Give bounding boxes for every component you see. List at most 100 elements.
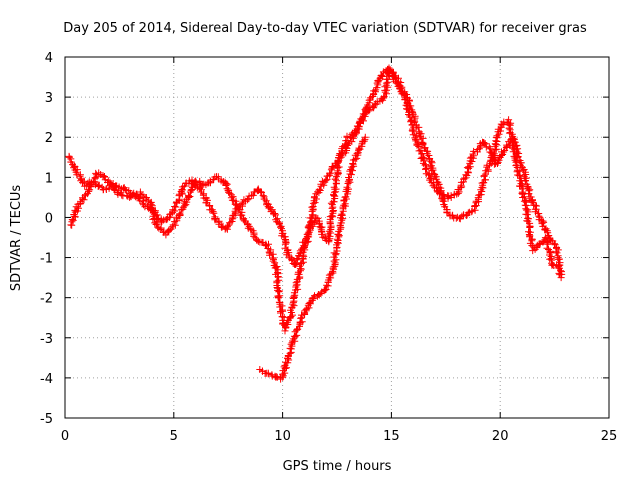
series-arc-3	[256, 133, 369, 383]
data-point	[331, 259, 339, 267]
data-point	[269, 257, 277, 265]
data-point	[169, 221, 177, 229]
data-point	[501, 147, 509, 154]
data-point	[254, 237, 262, 245]
y-tick-label: -4	[40, 372, 53, 387]
data-point	[318, 230, 326, 238]
data-point	[468, 153, 476, 161]
data-point	[551, 240, 558, 248]
data-point	[289, 300, 297, 308]
data-point	[334, 237, 342, 244]
data-point	[322, 286, 330, 293]
data-point	[121, 186, 129, 194]
data-point	[428, 159, 436, 167]
data-point	[268, 371, 276, 379]
data-point	[557, 274, 565, 282]
data-point	[192, 179, 200, 187]
data-point	[480, 172, 488, 180]
data-point	[520, 197, 528, 205]
data-point	[541, 234, 549, 242]
data-point	[481, 140, 489, 148]
data-point	[468, 207, 476, 215]
data-point	[298, 318, 306, 326]
data-point	[356, 118, 364, 126]
chart-title: Day 205 of 2014, Sidereal Day-to-day VTE…	[63, 21, 587, 36]
y-tick-label: -2	[40, 292, 53, 307]
data-point	[315, 185, 323, 193]
data-point	[352, 128, 360, 136]
x-tick-label: 5	[170, 429, 178, 444]
data-point	[258, 189, 265, 196]
data-point	[413, 123, 421, 131]
data-point	[460, 175, 468, 183]
data-point	[261, 195, 268, 203]
data-point	[287, 340, 295, 348]
data-point	[269, 254, 277, 262]
data-point	[378, 73, 386, 80]
y-tick-label: 0	[45, 211, 53, 226]
data-point	[171, 203, 179, 210]
data-point	[76, 172, 84, 180]
data-point	[158, 217, 166, 225]
data-point	[253, 236, 261, 244]
data-point	[320, 181, 328, 189]
data-point	[244, 196, 252, 204]
y-tick-label: -3	[40, 332, 53, 347]
data-point	[413, 141, 421, 149]
data-point	[79, 179, 86, 187]
data-point	[280, 313, 288, 321]
data-point	[341, 200, 349, 208]
data-point	[118, 191, 126, 199]
data-point	[323, 281, 331, 289]
x-tick-label: 20	[492, 429, 509, 444]
data-point	[425, 152, 433, 159]
data-point	[554, 255, 562, 263]
data-point	[292, 279, 300, 287]
data-point	[353, 149, 361, 157]
data-point	[365, 107, 373, 115]
data-point	[345, 174, 352, 181]
data-point	[527, 197, 535, 205]
data-point	[540, 218, 548, 226]
data-point	[302, 306, 310, 314]
data-point	[65, 153, 73, 161]
x-tick-label: 10	[274, 429, 291, 444]
data-point	[210, 209, 218, 217]
x-tick-label: 25	[601, 429, 618, 444]
data-point	[94, 183, 102, 190]
data-point	[543, 244, 551, 252]
data-point	[229, 193, 237, 201]
x-axis-label: GPS time / hours	[283, 459, 392, 474]
x-tick-label: 0	[61, 429, 69, 444]
data-point	[519, 194, 527, 201]
data-point	[257, 188, 265, 196]
data-point	[305, 300, 313, 307]
y-tick-label: 3	[45, 91, 53, 106]
data-point	[277, 309, 284, 317]
data-series	[65, 64, 566, 383]
series-trace	[68, 68, 562, 278]
data-point	[244, 221, 251, 229]
data-point	[512, 152, 520, 160]
data-point	[417, 146, 425, 154]
data-point	[388, 68, 396, 76]
data-point	[346, 134, 354, 141]
data-point	[176, 210, 184, 218]
data-point	[259, 192, 267, 200]
data-point	[500, 148, 508, 156]
data-point	[224, 223, 231, 231]
data-point	[338, 210, 346, 218]
data-point	[312, 190, 320, 198]
data-point	[349, 160, 357, 167]
data-point	[233, 201, 241, 209]
data-point	[443, 208, 451, 216]
data-point	[109, 180, 117, 187]
y-tick-label: 2	[45, 131, 53, 146]
data-point	[275, 294, 282, 302]
data-point	[311, 193, 318, 201]
data-point	[349, 167, 356, 175]
tick-labels: 0 5 10 15 20 25 -5 -4 -3 -2 -1 0 1 2 3 4	[40, 51, 617, 444]
plot-frame	[64, 56, 610, 419]
data-point	[300, 252, 308, 260]
y-tick-label: 4	[45, 51, 53, 66]
